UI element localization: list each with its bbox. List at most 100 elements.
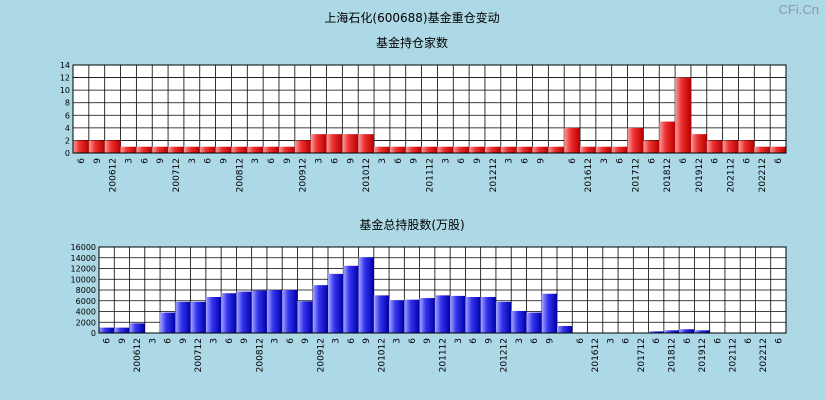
- x-tick-label: 3: [188, 158, 198, 164]
- bar: [526, 312, 542, 333]
- x-tick-label: 201612: [591, 338, 601, 372]
- x-tick-label: 3: [505, 158, 515, 164]
- y-tick-label: 10: [60, 86, 70, 95]
- bar: [419, 298, 435, 333]
- bar: [266, 290, 283, 333]
- bar: [278, 146, 295, 153]
- x-tick-label: 9: [179, 338, 189, 344]
- x-tick-label: 202212: [758, 158, 768, 192]
- chart2-title: 基金总持股数(万股): [359, 217, 464, 232]
- x-tick-label: 6: [774, 158, 784, 164]
- bar: [404, 299, 420, 333]
- bar: [564, 127, 581, 153]
- x-tick-label: 201812: [668, 338, 678, 372]
- bar: [342, 134, 359, 153]
- x-tick-label: 6: [742, 158, 752, 164]
- bar: [310, 134, 327, 153]
- y-tick-label: 14000: [71, 254, 96, 263]
- bar: [754, 146, 771, 153]
- bar: [343, 265, 359, 333]
- x-tick-label: 200912: [299, 158, 309, 192]
- y-tick-label: 2: [65, 136, 70, 145]
- y-tick-label: 8000: [76, 286, 96, 295]
- x-tick-label: 9: [545, 338, 555, 344]
- x-tick-label: 200812: [235, 158, 245, 192]
- bar: [580, 146, 596, 153]
- bar: [136, 146, 153, 153]
- bar: [389, 146, 406, 153]
- x-tick-label: 6: [713, 338, 723, 344]
- watermark: CFi.Cn: [778, 2, 819, 17]
- y-tick-label: 0: [91, 329, 96, 338]
- x-tick-label: 6: [521, 158, 531, 164]
- bar: [648, 331, 664, 333]
- bar: [532, 146, 549, 153]
- x-tick-label: 201612: [584, 158, 594, 192]
- x-tick-label: 202112: [727, 158, 737, 192]
- y-tick-label: 12000: [71, 265, 96, 274]
- x-tick-label: 200612: [109, 158, 119, 192]
- bar: [548, 146, 565, 153]
- y-tick-label: 14: [60, 61, 70, 70]
- bar: [104, 140, 121, 153]
- x-tick-label: 9: [156, 158, 166, 164]
- bar: [663, 330, 680, 333]
- x-tick-label: 201812: [663, 158, 673, 192]
- bar: [175, 301, 191, 333]
- x-tick-label: 6: [330, 158, 340, 164]
- bar: [627, 127, 644, 153]
- x-tick-label: 3: [332, 338, 342, 344]
- y-tick-label: 16000: [71, 243, 96, 252]
- x-tick-label: 3: [393, 338, 403, 344]
- bar: [679, 329, 695, 333]
- x-tick-label: 201212: [489, 158, 499, 192]
- x-tick-label: 6: [711, 158, 721, 164]
- bar: [694, 330, 710, 333]
- chart1-title: 基金持仓家数: [376, 35, 448, 50]
- bar: [511, 310, 527, 333]
- bar: [675, 77, 691, 153]
- x-tick-label: 9: [93, 158, 103, 164]
- x-tick-label: 6: [616, 158, 626, 164]
- bar: [99, 327, 115, 333]
- x-tick-label: 3: [378, 158, 388, 164]
- x-tick-label: 200712: [172, 158, 182, 192]
- y-tick-label: 6000: [76, 297, 96, 306]
- bar: [231, 146, 248, 153]
- y-tick-label: 6: [65, 111, 70, 120]
- bar: [215, 146, 232, 153]
- x-tick-label: 6: [347, 338, 357, 344]
- x-tick-label: 9: [484, 338, 494, 344]
- bar: [434, 295, 451, 333]
- y-tick-label: 4000: [76, 308, 96, 317]
- x-tick-label: 201212: [500, 338, 510, 372]
- bar: [373, 295, 390, 333]
- bar: [516, 146, 533, 153]
- x-tick-label: 6: [103, 338, 113, 344]
- x-tick-label: 6: [457, 158, 467, 164]
- main-title: 上海石化(600688)基金重仓变动: [324, 10, 499, 25]
- bar: [374, 146, 390, 153]
- y-tick-label: 4: [65, 124, 70, 133]
- bar: [326, 134, 343, 153]
- bar: [706, 140, 723, 153]
- x-tick-label: 6: [622, 338, 632, 344]
- x-tick-label: 3: [606, 338, 616, 344]
- x-tick-label: 3: [515, 338, 525, 344]
- bar: [484, 146, 501, 153]
- bar: [722, 140, 739, 153]
- bar: [421, 146, 438, 153]
- x-tick-label: 6: [647, 158, 657, 164]
- bar: [160, 312, 176, 333]
- x-tick-label: 6: [164, 338, 174, 344]
- bar: [221, 293, 237, 333]
- x-tick-label: 9: [473, 158, 483, 164]
- x-tick-label: 200612: [133, 338, 143, 372]
- x-tick-label: 3: [315, 158, 325, 164]
- bar: [205, 296, 222, 333]
- bar: [358, 257, 374, 333]
- y-tick-label: 10000: [71, 275, 96, 284]
- x-tick-label: 9: [536, 158, 546, 164]
- bar: [611, 146, 628, 153]
